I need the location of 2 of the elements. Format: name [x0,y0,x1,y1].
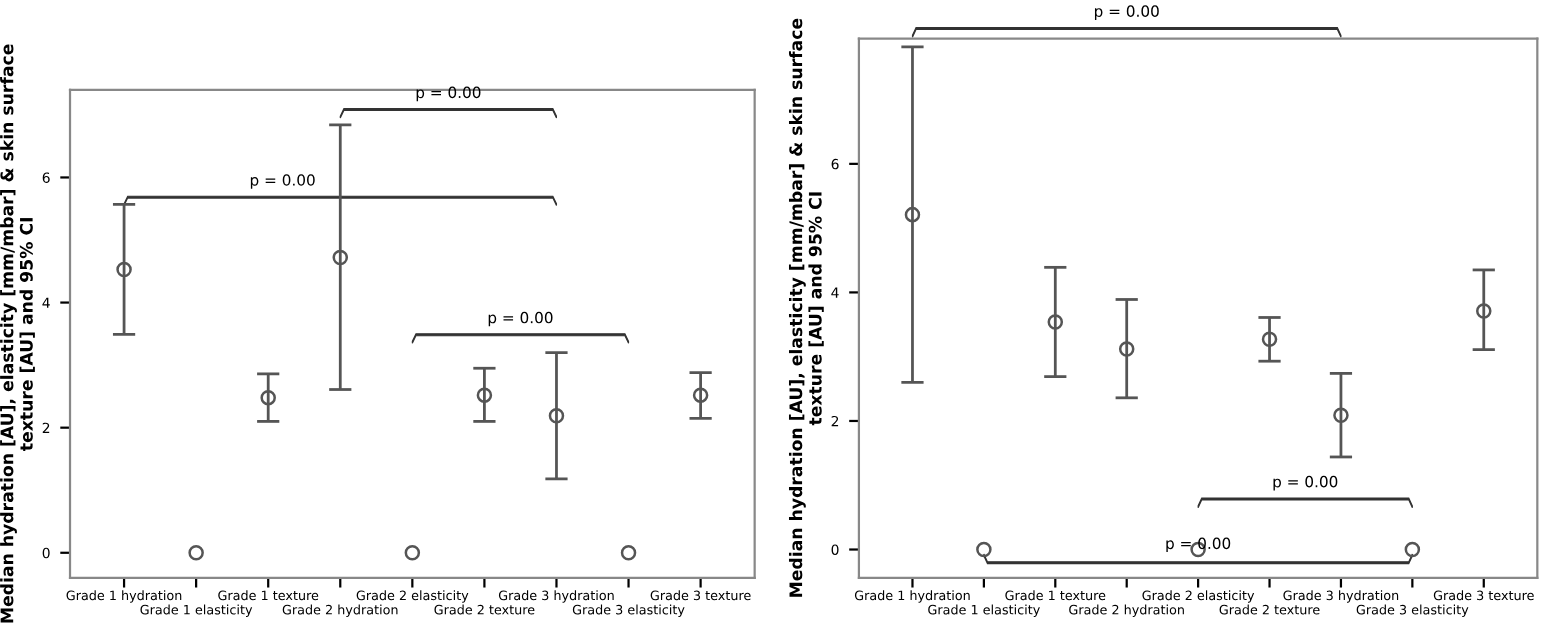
y-axis-title: Median hydration [AU], elasticity [mm/mbar] & skin surface texture [AU] and 95% CI [788,18,824,597]
y-axis-title: Median hydration [AU], elasticity [mm/mbar] & skin surface texture [AU] and 95% CI [0,44,35,623]
